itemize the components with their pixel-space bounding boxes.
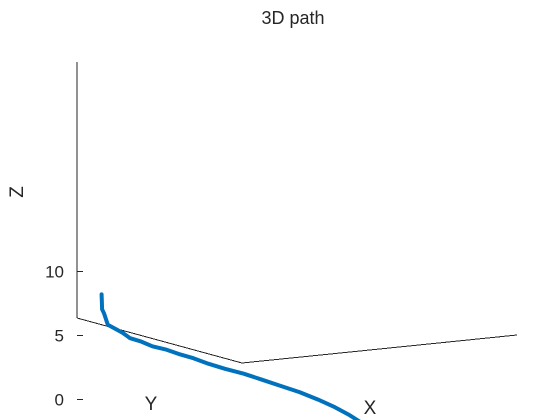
z-tick-label: 10 — [45, 263, 64, 282]
z-tick-label: 0 — [55, 391, 64, 410]
z-tick-label: 5 — [55, 327, 64, 346]
x-axis-line — [241, 334, 518, 364]
x-axis-label: X — [364, 398, 377, 419]
series-line — [99, 292, 361, 420]
y-axis-line — [76, 317, 243, 364]
z-axis-label: Z — [7, 186, 28, 198]
y-axis-label: Y — [145, 394, 158, 415]
chart-title: 3D path — [261, 8, 324, 28]
